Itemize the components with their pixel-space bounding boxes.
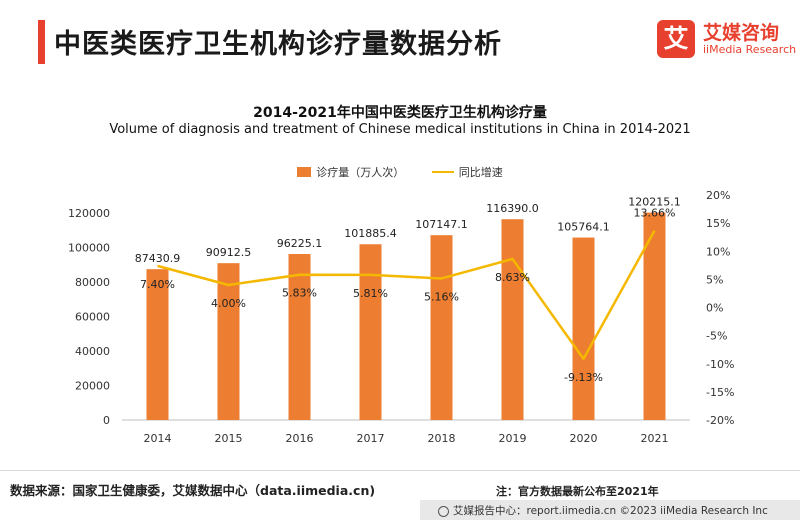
y-right-tick-label: -10% bbox=[706, 358, 734, 371]
bar bbox=[501, 219, 524, 420]
legend-bar-swatch-icon bbox=[297, 167, 312, 177]
bottom-credit-text: 艾媒报告中心：report.iimedia.cn ©2023 iiMedia R… bbox=[453, 505, 768, 517]
x-tick-label: 2021 bbox=[641, 432, 669, 445]
data-source: 数据来源：国家卫生健康委，艾媒数据中心（data.iimedia.cn) bbox=[10, 483, 376, 498]
bar bbox=[430, 235, 453, 420]
y-right-tick-label: 15% bbox=[706, 217, 730, 230]
chart-subtitle: Volume of diagnosis and treatment of Chi… bbox=[109, 122, 691, 137]
bar-value-label: 120215.1 bbox=[628, 196, 681, 209]
combo-chart: 0 20000 40000 60000 80000 100000 120000 -20% -15… bbox=[68, 189, 734, 445]
y-right-tick-label: 0% bbox=[706, 302, 723, 315]
x-tick-label: 2016 bbox=[286, 432, 314, 445]
y-left-tick-label: 0 bbox=[103, 414, 110, 427]
y-left-tick-label: 120000 bbox=[68, 207, 110, 220]
bar bbox=[217, 263, 240, 420]
growth-value-label: 7.40% bbox=[140, 278, 175, 291]
bottom-credit: 艾媒报告中心：report.iimedia.cn ©2023 iiMedia R… bbox=[438, 503, 768, 518]
page-title: 中医类医疗卫生机构诊疗量数据分析 bbox=[54, 29, 502, 60]
y-left-tick-label: 80000 bbox=[75, 276, 110, 289]
legend-line-swatch-icon bbox=[431, 171, 454, 173]
x-tick-label: 2014 bbox=[144, 432, 172, 445]
bottom-bar bbox=[420, 500, 800, 520]
title-accent-bar bbox=[38, 20, 45, 64]
growth-value-label: 4.00% bbox=[211, 297, 246, 310]
brand-logo: 艾 艾媒咨询 iiMedia Research bbox=[657, 18, 797, 62]
legend-label-growth: 同比增速 bbox=[458, 166, 503, 179]
logo-name-cn: 艾媒咨询 bbox=[703, 22, 780, 44]
bar bbox=[146, 269, 169, 420]
legend-label-volume: 诊疗量（万人次） bbox=[316, 166, 405, 179]
y-left-tick-label: 40000 bbox=[75, 345, 110, 358]
x-tick-label: 2017 bbox=[357, 432, 385, 445]
bar bbox=[572, 237, 595, 420]
bar bbox=[288, 254, 311, 420]
chart-legend: 诊疗量（万人次） 同比增速 bbox=[0, 164, 800, 180]
legend-item-volume: 诊疗量（万人次） bbox=[297, 164, 404, 180]
bar-value-label: 87430.9 bbox=[135, 252, 181, 265]
x-tick-label: 2018 bbox=[428, 432, 456, 445]
growth-line bbox=[157, 230, 656, 361]
growth-value-label: 5.83% bbox=[282, 287, 317, 300]
legend-item-growth: 同比增速 bbox=[431, 164, 503, 180]
x-tick-label: 2019 bbox=[499, 432, 527, 445]
y-right-tick-label: -15% bbox=[706, 386, 734, 399]
x-tick-label: 2020 bbox=[570, 432, 598, 445]
bar bbox=[643, 212, 666, 420]
growth-value-label: -9.13% bbox=[564, 371, 603, 384]
logo-name-en: iiMedia Research bbox=[703, 43, 797, 56]
footer-divider bbox=[0, 470, 800, 471]
chart-title: 2014-2021年中国中医类医疗卫生机构诊疗量 bbox=[253, 105, 547, 121]
y-right-tick-label: -5% bbox=[706, 330, 727, 343]
bar-value-label: 90912.5 bbox=[206, 246, 252, 259]
bar-value-label: 96225.1 bbox=[277, 237, 323, 250]
bar-value-label: 107147.1 bbox=[415, 218, 468, 231]
bar-value-label: 105764.1 bbox=[557, 221, 610, 234]
growth-value-label: 5.81% bbox=[353, 287, 388, 300]
y-left-tick-label: 60000 bbox=[75, 311, 110, 324]
data-note: 注：官方数据最新公布至2021年 bbox=[496, 485, 659, 498]
y-left-tick-label: 100000 bbox=[68, 242, 110, 255]
y-right-tick-label: 5% bbox=[706, 273, 723, 286]
bar-value-label: 101885.4 bbox=[344, 227, 397, 240]
y-right-tick-label: 10% bbox=[706, 245, 730, 258]
report-center-icon bbox=[438, 505, 449, 517]
growth-value-label: 5.16% bbox=[424, 290, 459, 303]
x-tick-label: 2015 bbox=[215, 432, 243, 445]
growth-value-label: 8.63% bbox=[495, 271, 530, 284]
bar-value-label: 116390.0 bbox=[486, 202, 539, 215]
y-right-tick-label: 20% bbox=[706, 189, 730, 202]
bar bbox=[359, 244, 382, 420]
growth-value-label: 13.66% bbox=[634, 207, 676, 220]
logo-mark-icon: 艾 bbox=[657, 20, 695, 58]
y-right-tick-label: -20% bbox=[706, 414, 734, 427]
y-left-tick-label: 20000 bbox=[75, 380, 110, 393]
